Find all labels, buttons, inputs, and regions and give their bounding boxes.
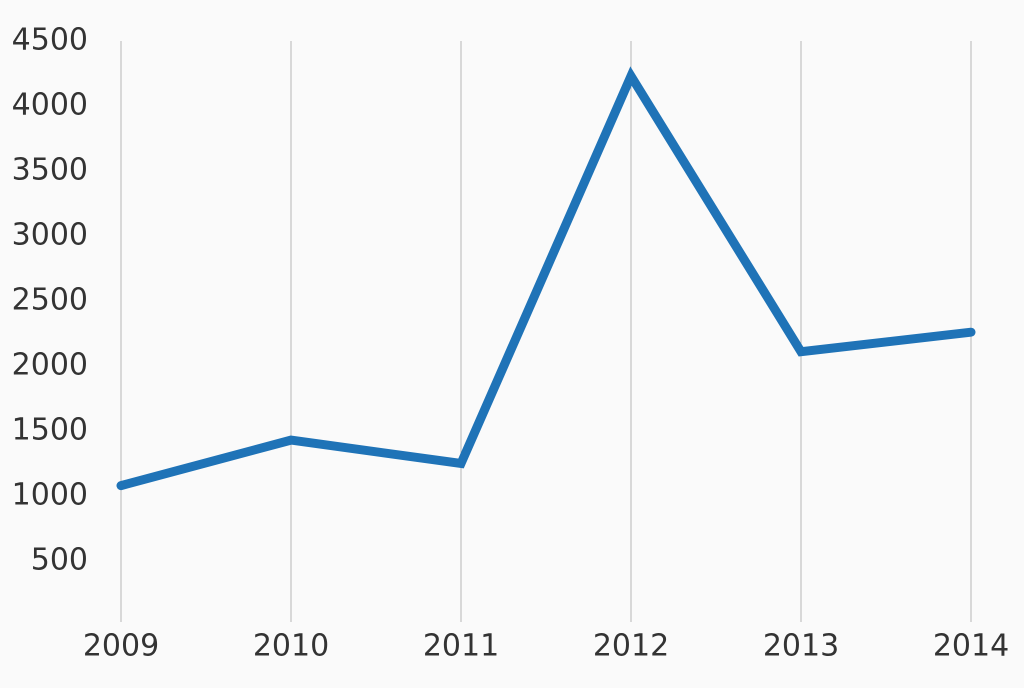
y-tick-label: 4500	[12, 23, 88, 58]
y-tick-label: 500	[31, 543, 88, 578]
y-tick-label: 4000	[12, 88, 88, 123]
data-line	[116, 66, 976, 491]
y-tick-label: 2500	[12, 283, 88, 318]
y-tick-label: 3500	[12, 153, 88, 188]
y-tick-label: 2000	[12, 348, 88, 383]
y-tick-label: 1500	[12, 413, 88, 448]
x-tick-label: 2010	[253, 629, 329, 664]
y-tick-label: 3000	[12, 218, 88, 253]
y-tick-label: 1000	[12, 478, 88, 513]
x-tick-label: 2013	[763, 629, 839, 664]
x-tick-label: 2014	[933, 629, 1009, 664]
x-tick-label: 2012	[593, 629, 669, 664]
x-tick-label: 2009	[83, 629, 159, 664]
x-tick-label: 2011	[423, 629, 499, 664]
